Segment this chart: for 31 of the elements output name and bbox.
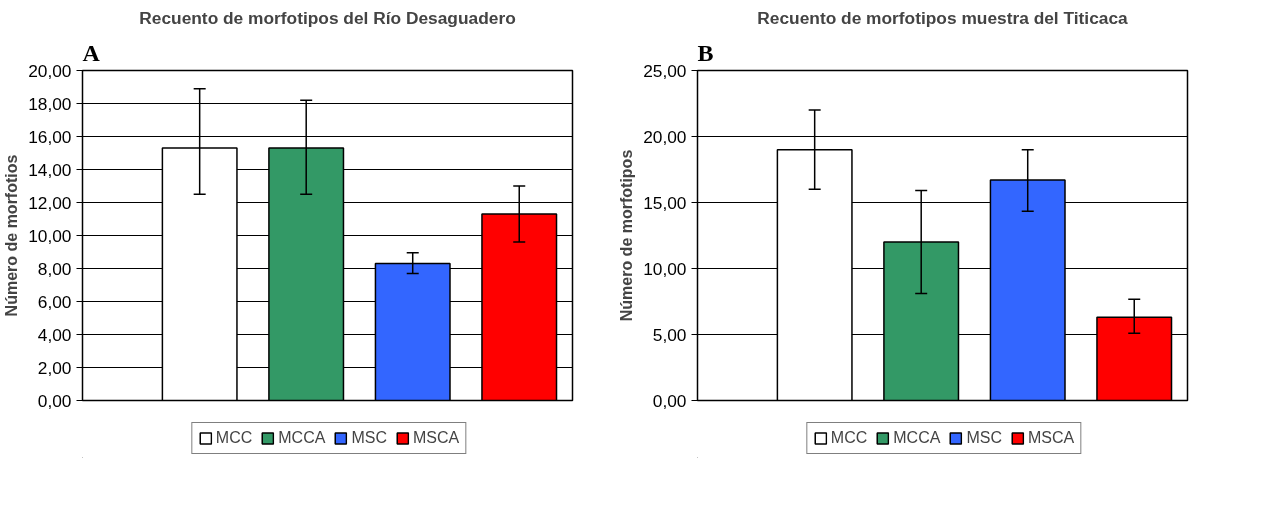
- y-axis-title: Número de morfotios: [3, 154, 21, 317]
- legend-label: MCC: [215, 429, 253, 447]
- legend-label: MCC: [830, 429, 868, 447]
- y-tick-label: 18,00: [28, 93, 72, 114]
- legend-label: MCCA: [893, 429, 941, 447]
- y-tick-label: 20,00: [643, 126, 687, 147]
- y-tick-label: 12,00: [28, 192, 72, 213]
- text: A: [82, 39, 101, 66]
- y-tick-label: 4,00: [37, 324, 72, 345]
- y-tick-label: 10,00: [28, 225, 72, 246]
- y-tick-label: 25,00: [643, 60, 687, 81]
- chart-title: Recuento de morfotipos muestra del Titicaca: [757, 7, 1129, 28]
- y-tick-label: 14,00: [28, 159, 72, 180]
- legend-label: MCCA: [278, 429, 326, 447]
- legend-label: MSCA: [412, 429, 460, 447]
- y-tick-label: 15,00: [643, 192, 687, 213]
- y-tick-label: 8,00: [37, 258, 72, 279]
- y-axis-title: Número de morfotipos: [618, 149, 636, 322]
- y-tick-label: 0,00: [37, 390, 72, 411]
- y-tick-label: 16,00: [28, 126, 72, 147]
- legend-label: MSCA: [1027, 429, 1075, 447]
- y-tick-label: 20,00: [28, 60, 72, 81]
- y-tick-label: 5,00: [652, 324, 687, 345]
- text: B: [697, 39, 714, 66]
- y-tick-label: 2,00: [37, 357, 72, 378]
- y-tick-label: 10,00: [643, 258, 687, 279]
- chart-title: Recuento de morfotipos del Río Desaguadero: [139, 7, 516, 28]
- legend-label: MSC: [966, 429, 1002, 447]
- y-tick-label: 0,00: [652, 390, 687, 411]
- legend-label: MSC: [351, 429, 387, 447]
- y-tick-label: 6,00: [37, 291, 72, 312]
